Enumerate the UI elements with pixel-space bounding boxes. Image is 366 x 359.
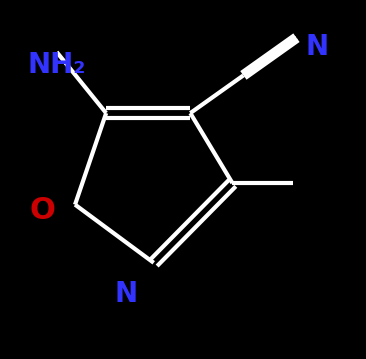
Text: NH₂: NH₂: [27, 51, 86, 79]
Text: N: N: [305, 33, 328, 61]
Text: N: N: [115, 280, 138, 308]
Text: O: O: [29, 196, 55, 224]
